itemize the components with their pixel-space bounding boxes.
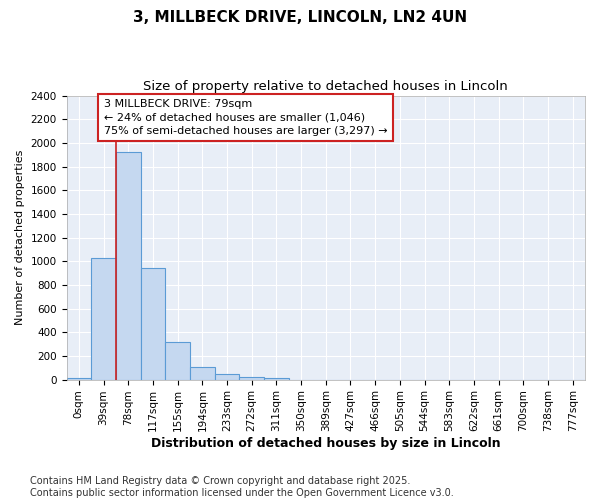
Text: 3, MILLBECK DRIVE, LINCOLN, LN2 4UN: 3, MILLBECK DRIVE, LINCOLN, LN2 4UN <box>133 10 467 25</box>
Bar <box>67 378 91 380</box>
Bar <box>215 374 239 380</box>
Bar <box>116 152 140 380</box>
Bar <box>140 268 165 380</box>
Bar <box>165 342 190 380</box>
Y-axis label: Number of detached properties: Number of detached properties <box>15 150 25 326</box>
Bar <box>239 376 264 380</box>
Bar <box>190 366 215 380</box>
X-axis label: Distribution of detached houses by size in Lincoln: Distribution of detached houses by size … <box>151 437 500 450</box>
Bar <box>264 378 289 380</box>
Bar <box>91 258 116 380</box>
Title: Size of property relative to detached houses in Lincoln: Size of property relative to detached ho… <box>143 80 508 93</box>
Text: Contains HM Land Registry data © Crown copyright and database right 2025.
Contai: Contains HM Land Registry data © Crown c… <box>30 476 454 498</box>
Text: 3 MILLBECK DRIVE: 79sqm
← 24% of detached houses are smaller (1,046)
75% of semi: 3 MILLBECK DRIVE: 79sqm ← 24% of detache… <box>104 99 387 136</box>
